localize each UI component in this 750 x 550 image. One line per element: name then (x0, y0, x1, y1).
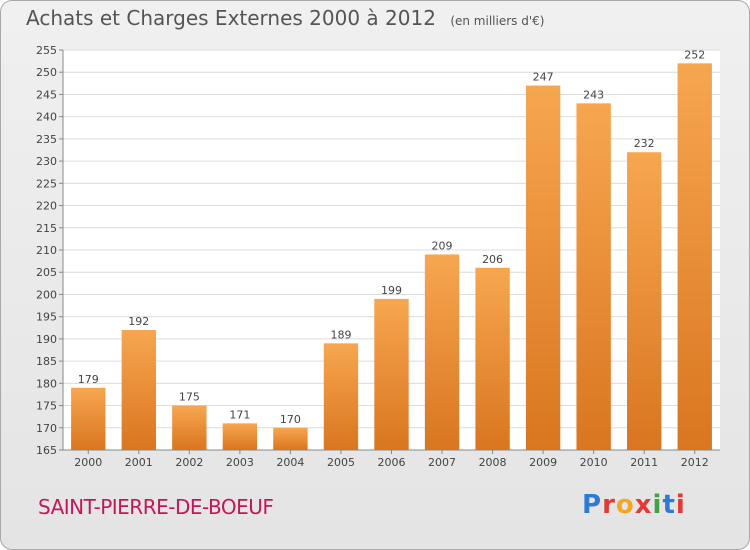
x-tick-label: 2011 (630, 456, 658, 469)
bar-value-label: 243 (583, 88, 604, 101)
x-tick-label: 2002 (175, 456, 203, 469)
x-tick-label: 2007 (428, 456, 456, 469)
bar-value-label: 189 (330, 328, 351, 341)
y-tick-label: 170 (36, 422, 57, 435)
y-tick-label: 175 (36, 400, 57, 413)
y-tick-label: 225 (36, 177, 57, 190)
y-tick-label: 230 (36, 155, 57, 168)
y-tick-label: 185 (36, 355, 57, 368)
y-tick-label: 240 (36, 111, 57, 124)
y-tick-label: 205 (36, 266, 57, 279)
bar-value-label: 252 (684, 48, 705, 61)
x-tick-label: 2012 (681, 456, 709, 469)
y-tick-label: 215 (36, 222, 57, 235)
bar-value-label: 209 (432, 239, 453, 252)
x-tick-label: 2009 (529, 456, 557, 469)
bar (172, 405, 207, 450)
y-tick-label: 165 (36, 444, 57, 457)
y-tick-label: 250 (36, 66, 57, 79)
y-tick-label: 220 (36, 200, 57, 213)
bar-value-label: 199 (381, 284, 402, 297)
bar (677, 63, 712, 450)
x-tick-label: 2004 (276, 456, 304, 469)
logo-letter: i (675, 490, 686, 520)
bar (273, 427, 308, 450)
y-tick-label: 190 (36, 333, 57, 346)
bar-value-label: 192 (128, 315, 149, 328)
y-tick-label: 245 (36, 88, 57, 101)
x-tick-label: 2008 (479, 456, 507, 469)
chart-title: Achats et Charges Externes 2000 à 2012 (… (26, 6, 544, 30)
bar (475, 267, 510, 450)
bar (424, 254, 460, 450)
bar-value-label: 232 (634, 137, 655, 150)
logo-letter: o (615, 490, 635, 520)
x-tick-label: 2010 (580, 456, 608, 469)
y-tick-label: 195 (36, 311, 57, 324)
bar-value-label: 170 (280, 413, 301, 426)
x-tick-label: 2003 (226, 456, 254, 469)
logo-letter: r (602, 490, 616, 520)
bar (525, 85, 561, 451)
logo-letter: P (582, 490, 603, 520)
bar-value-label: 179 (78, 373, 99, 386)
logo-letter: i (652, 490, 663, 520)
commune-name: SAINT-PIERRE-DE-BOEUF (38, 495, 274, 519)
y-tick-label: 180 (36, 377, 57, 390)
chart-title-text: Achats et Charges Externes 2000 à 2012 (26, 6, 436, 30)
y-tick-label: 210 (36, 244, 57, 257)
bar (121, 330, 156, 450)
bar-value-label: 247 (533, 71, 554, 84)
x-tick-label: 2005 (327, 456, 355, 469)
logo-letter: x (634, 490, 653, 520)
y-tick-label: 255 (36, 44, 57, 57)
y-tick-label: 235 (36, 133, 57, 146)
logo-letter: t (662, 490, 676, 520)
x-tick-label: 2006 (378, 456, 406, 469)
proxiti-logo: Proxiti (582, 490, 686, 520)
bar (374, 298, 409, 450)
bar-value-label: 206 (482, 253, 503, 266)
y-tick-label: 200 (36, 288, 57, 301)
chart-unit: (en milliers d'€) (450, 14, 545, 28)
bar (627, 152, 662, 450)
bar (71, 387, 106, 450)
bar (576, 103, 611, 450)
bar-value-label: 171 (229, 408, 250, 421)
x-tick-label: 2000 (74, 456, 102, 469)
bar-value-label: 175 (179, 391, 200, 404)
x-tick-label: 2001 (125, 456, 153, 469)
bar (222, 423, 258, 450)
bar (323, 343, 359, 450)
